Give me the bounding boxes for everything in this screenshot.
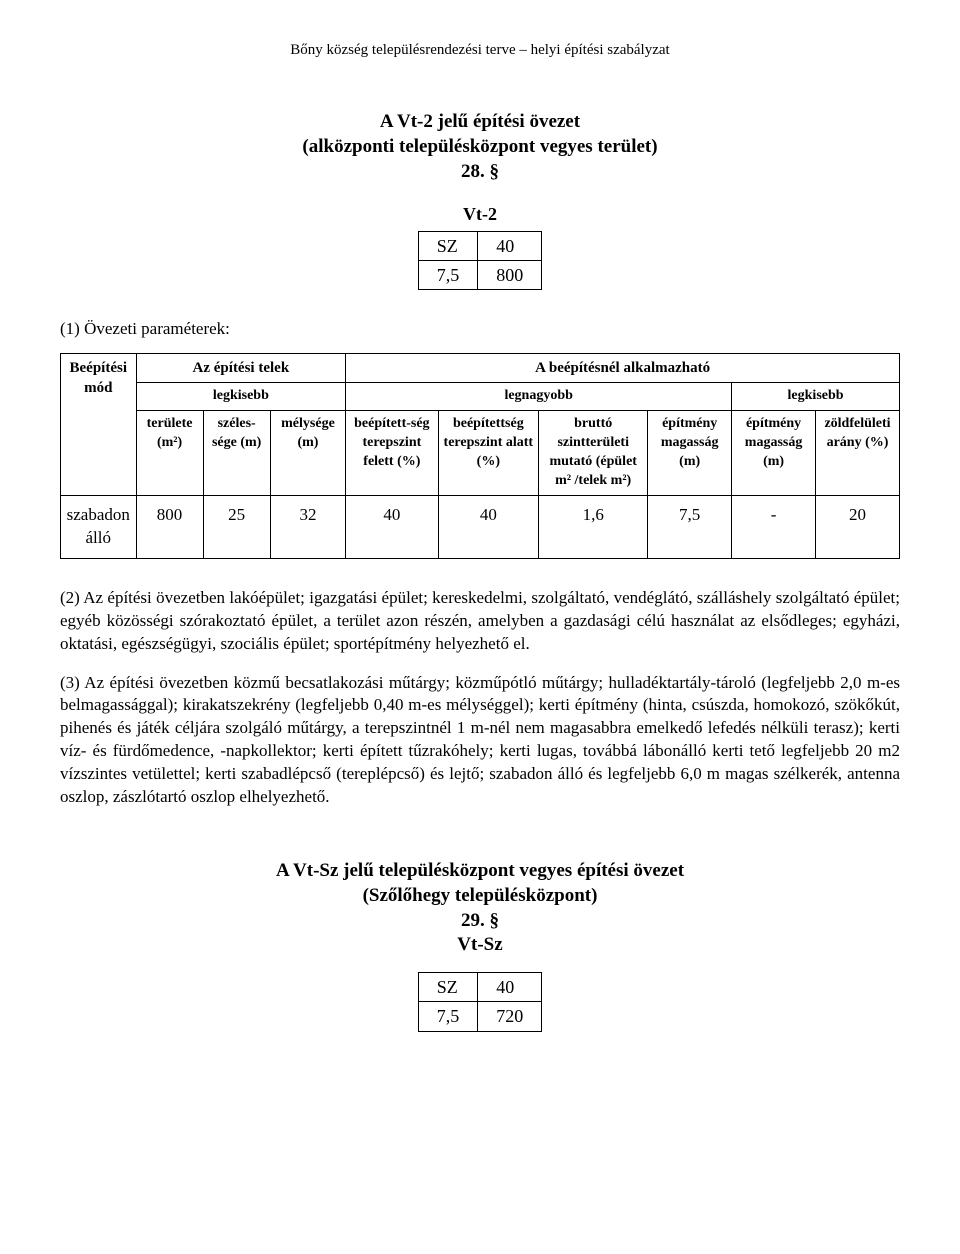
param-cell: 7,5 [418,260,478,289]
intro-line: (1) Övezeti paraméterek: [60,318,900,341]
th-col: építmény magasság (m) [648,411,732,496]
th-sub-left: legkisebb [136,383,346,411]
th-col: széles-sége (m) [203,411,270,496]
cell: 1,6 [539,495,648,558]
section1-title: A Vt-2 jelű építési övezet (alközponti t… [60,110,900,184]
param-cell: 7,5 [418,1002,478,1031]
param-cell: 40 [478,231,542,260]
th-col: építmény magasság (m) [732,411,816,496]
th-col: zöldfelületi arány (%) [816,411,900,496]
section2-title-line4: Vt-Sz [60,933,900,958]
th-col: bruttó szintterületi mutató (épület m² /… [539,411,648,496]
cell: 800 [136,495,203,558]
th-sub-mid: legnagyobb [346,383,732,411]
section2-title-line2: (Szőlőhegy településközpont) [60,884,900,909]
cell: 32 [270,495,346,558]
section2-title-line1: A Vt-Sz jelű településközpont vegyes épí… [60,859,900,884]
param-cell: 40 [478,972,542,1001]
param-cell: 720 [478,1002,542,1031]
cell: 40 [438,495,539,558]
param-table-vt2: SZ 40 7,5 800 [418,231,543,291]
th-sub-right: legkisebb [732,383,900,411]
param-caption-vt2: Vt-2 [60,202,900,226]
paragraph-3: (3) Az építési övezetben közmű becsatlak… [60,672,900,810]
th-col: beépítettség terepszint alatt (%) [438,411,539,496]
param-cell: 800 [478,260,542,289]
th-group-left: Az építési telek [136,354,346,383]
section2-title-line3: 29. § [60,909,900,934]
th-col: beépített-ség terepszint felett (%) [346,411,438,496]
cell: 25 [203,495,270,558]
cell: 20 [816,495,900,558]
table-row: szabadon álló 800 25 32 40 40 1,6 7,5 - … [61,495,900,558]
th-group-right: A beépítésnél alkalmazható [346,354,900,383]
cell-label: szabadon álló [61,495,137,558]
param-table-vtsz: SZ 40 7,5 720 [418,972,543,1032]
section1-title-line3: 28. § [60,160,900,185]
main-zoning-table: Beépítési mód Az építési telek A beépíté… [60,353,900,559]
th-col: területe (m²) [136,411,203,496]
th-col: mélysége (m) [270,411,346,496]
param-cell: SZ [418,972,478,1001]
section1-title-line2: (alközponti településközpont vegyes terü… [60,135,900,160]
cell: 7,5 [648,495,732,558]
cell: 40 [346,495,438,558]
document-header: Bőny község településrendezési terve – h… [60,40,900,60]
cell: - [732,495,816,558]
section1-title-line1: A Vt-2 jelű építési övezet [60,110,900,135]
th-mode: Beépítési mód [61,354,137,496]
param-cell: SZ [418,231,478,260]
paragraph-2: (2) Az építési övezetben lakóépület; iga… [60,587,900,656]
section2-title: A Vt-Sz jelű településközpont vegyes épí… [60,859,900,958]
